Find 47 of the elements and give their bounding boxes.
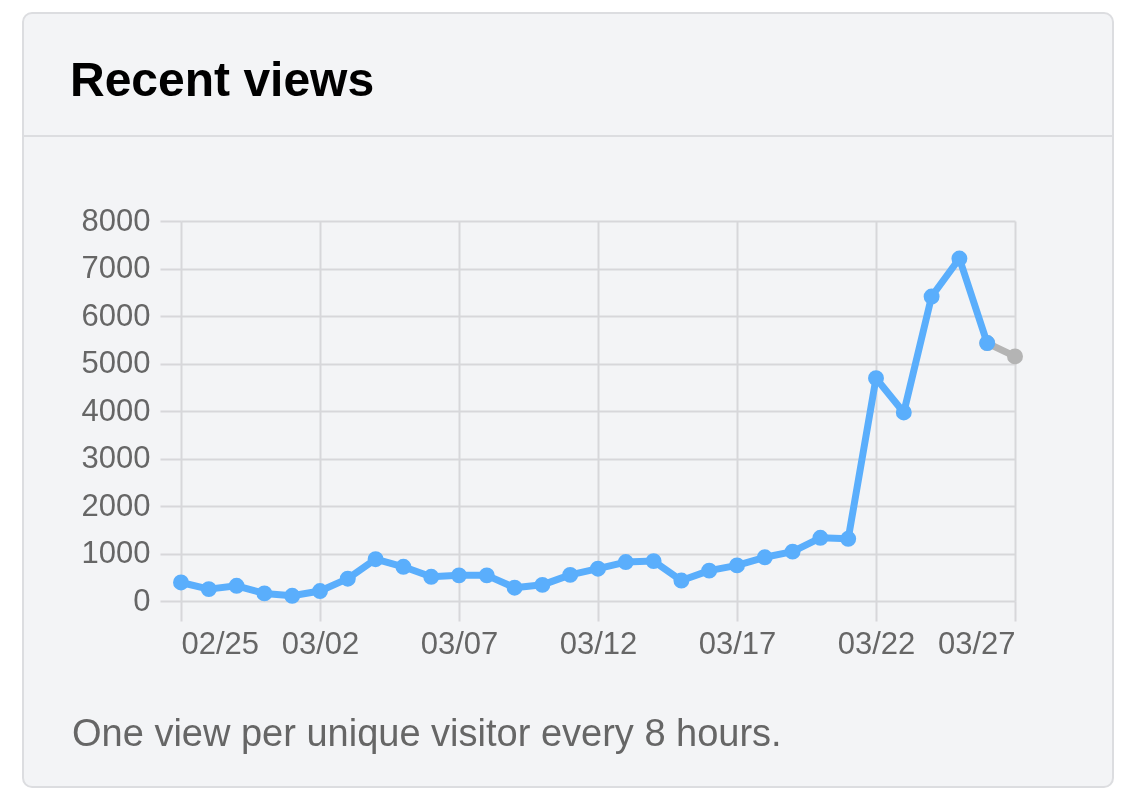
point xyxy=(812,529,829,546)
x-tick-label: 03/07 xyxy=(420,625,499,661)
point xyxy=(951,250,968,267)
y-tick-label: 2000 xyxy=(81,487,151,523)
point xyxy=(645,553,662,570)
point xyxy=(339,570,356,587)
y-tick-label: 7000 xyxy=(81,250,151,285)
point xyxy=(701,562,718,579)
y-tick-label: 4000 xyxy=(81,392,151,428)
y-tick-label: 3000 xyxy=(81,440,151,475)
point xyxy=(840,530,857,547)
x-tick-label: 03/12 xyxy=(559,625,638,661)
x-tick-label: 03/22 xyxy=(837,625,916,661)
text: One view per unique visitor every 8 hours. xyxy=(72,712,782,754)
point xyxy=(451,567,467,584)
point xyxy=(617,554,634,570)
x-tick-label: 02/25 xyxy=(181,625,260,661)
point xyxy=(284,587,301,604)
point xyxy=(423,568,440,585)
point xyxy=(562,566,579,583)
point xyxy=(784,543,801,560)
point xyxy=(173,574,189,591)
point xyxy=(367,551,384,568)
point xyxy=(395,558,412,575)
point xyxy=(756,549,773,566)
point xyxy=(868,370,884,387)
point xyxy=(200,581,217,598)
x-tick-label: 03/17 xyxy=(698,625,777,661)
point xyxy=(506,579,523,596)
y-tick-label: 5000 xyxy=(81,345,151,380)
y-tick-label: 8000 xyxy=(81,202,151,238)
point xyxy=(923,288,940,305)
point xyxy=(256,585,273,602)
y-tick-label: 0 xyxy=(133,582,151,618)
y-tick-label: 6000 xyxy=(81,297,151,333)
point xyxy=(673,572,690,589)
x-tick-label: 03/27 xyxy=(937,625,1016,661)
point xyxy=(590,560,606,577)
y-tick-label: 1000 xyxy=(81,535,151,570)
point xyxy=(478,567,495,584)
point xyxy=(534,576,551,593)
point xyxy=(228,577,245,594)
x-tick-label: 03/02 xyxy=(281,625,360,661)
point xyxy=(895,404,912,421)
point xyxy=(312,583,328,599)
chart-title: Recent views xyxy=(70,53,375,106)
point xyxy=(729,557,745,574)
